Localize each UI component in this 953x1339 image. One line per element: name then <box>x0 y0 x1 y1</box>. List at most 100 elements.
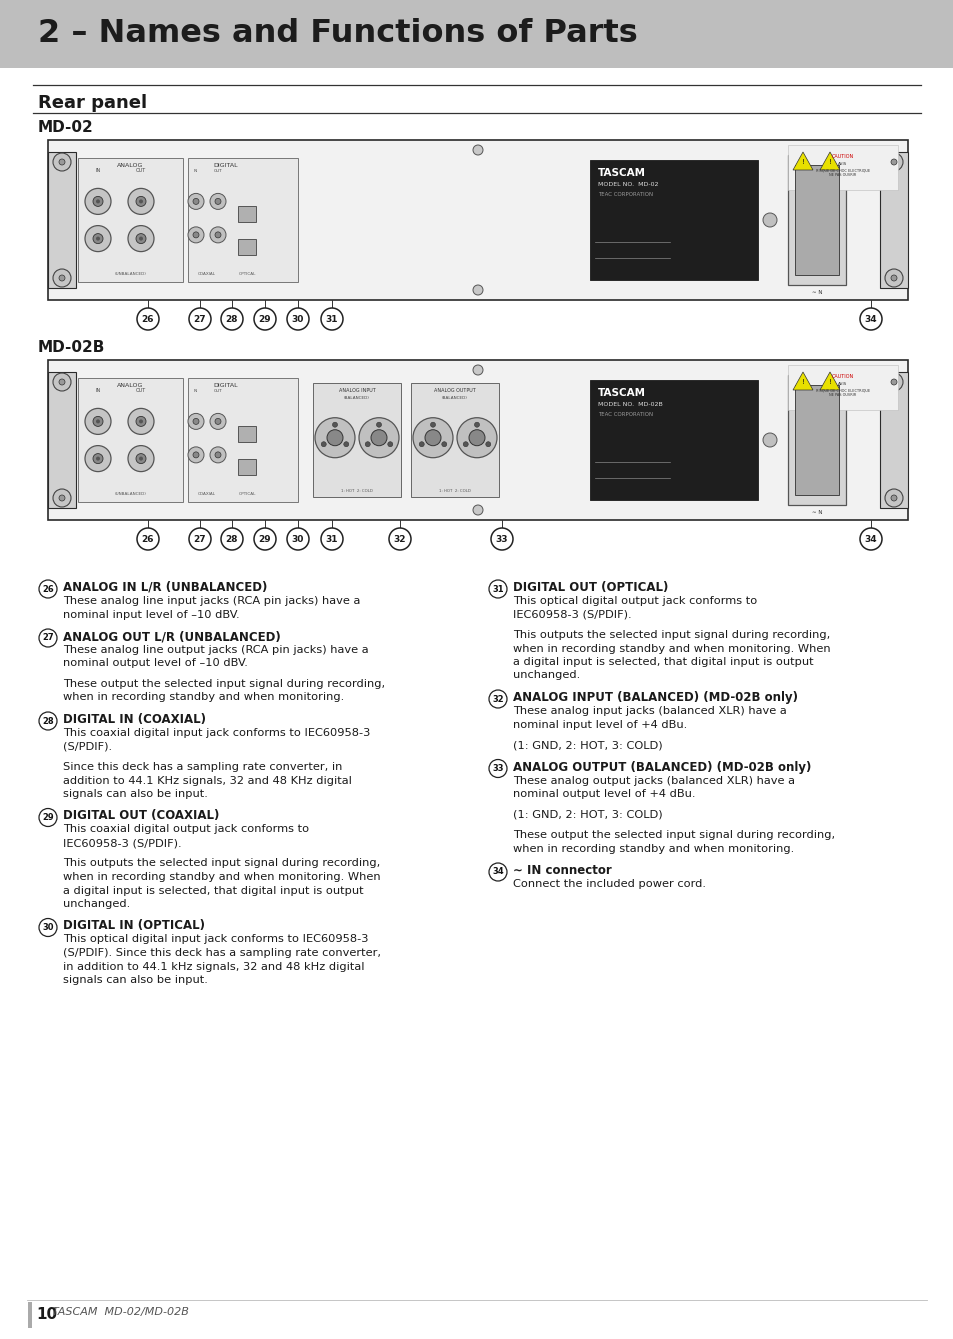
Circle shape <box>287 308 309 329</box>
Circle shape <box>59 274 65 281</box>
Circle shape <box>441 442 446 447</box>
Circle shape <box>92 233 103 244</box>
Text: ANALOG OUT L/R (UNBALANCED): ANALOG OUT L/R (UNBALANCED) <box>63 631 280 643</box>
Text: OUT: OUT <box>135 167 146 173</box>
Circle shape <box>128 408 153 434</box>
Circle shape <box>59 379 65 386</box>
Text: Since this deck has a sampling rate converter, in: Since this deck has a sampling rate conv… <box>63 762 342 773</box>
Circle shape <box>92 454 103 463</box>
Text: ANALOG OUTPUT (BALANCED) (MD-02B only): ANALOG OUTPUT (BALANCED) (MD-02B only) <box>513 761 810 774</box>
Text: 27: 27 <box>42 633 53 643</box>
Text: ∼ N: ∼ N <box>811 291 821 295</box>
Text: 32: 32 <box>492 695 503 703</box>
Text: in addition to 44.1 kHz signals, 32 and 48 kHz digital: in addition to 44.1 kHz signals, 32 and … <box>63 961 364 972</box>
Circle shape <box>890 495 896 501</box>
Circle shape <box>762 213 776 228</box>
Circle shape <box>221 308 243 329</box>
Bar <box>787 366 897 410</box>
Text: (UNBALANCED): (UNBALANCED) <box>114 272 146 276</box>
Bar <box>313 383 400 497</box>
Text: ANALOG OUTPUT: ANALOG OUTPUT <box>434 388 476 394</box>
Circle shape <box>128 225 153 252</box>
Text: NE PAS OUVRIR: NE PAS OUVRIR <box>828 394 856 396</box>
Text: nominal output level of +4 dBu.: nominal output level of +4 dBu. <box>513 789 695 799</box>
Circle shape <box>463 442 468 447</box>
Text: This coaxial digital input jack conforms to IEC60958-3: This coaxial digital input jack conforms… <box>63 728 370 738</box>
Text: TASCAM: TASCAM <box>598 167 645 178</box>
Circle shape <box>128 189 153 214</box>
Text: TASCAM  MD-02/MD-02B: TASCAM MD-02/MD-02B <box>52 1307 189 1318</box>
Text: 29: 29 <box>258 315 271 324</box>
Text: MODEL NO.  MD-02B: MODEL NO. MD-02B <box>598 402 662 407</box>
Circle shape <box>489 580 506 599</box>
Circle shape <box>188 414 204 430</box>
Text: 2 – Names and Functions of Parts: 2 – Names and Functions of Parts <box>38 19 638 50</box>
Text: 32: 32 <box>394 534 406 544</box>
Text: DIGITAL OUT (COAXIAL): DIGITAL OUT (COAXIAL) <box>63 810 219 822</box>
Text: IN: IN <box>193 390 198 394</box>
Circle shape <box>253 308 275 329</box>
Circle shape <box>189 528 211 550</box>
Text: (BALANCED): (BALANCED) <box>344 396 370 400</box>
Bar <box>411 383 498 497</box>
Text: 29: 29 <box>258 534 271 544</box>
Text: 26: 26 <box>142 534 154 544</box>
Circle shape <box>859 528 882 550</box>
Circle shape <box>39 919 57 936</box>
Text: DIGITAL IN (COAXIAL): DIGITAL IN (COAXIAL) <box>63 712 206 726</box>
Bar <box>879 153 907 288</box>
Circle shape <box>85 189 111 214</box>
Text: unchanged.: unchanged. <box>63 898 131 909</box>
Circle shape <box>210 447 226 463</box>
Circle shape <box>473 145 482 155</box>
Text: !: ! <box>828 159 831 165</box>
Circle shape <box>376 422 381 427</box>
Bar <box>237 459 255 475</box>
Text: when in recording standby and when monitoring.: when in recording standby and when monit… <box>513 844 794 853</box>
Circle shape <box>96 457 100 461</box>
Circle shape <box>214 418 221 424</box>
Circle shape <box>474 422 479 427</box>
Text: ANALOG: ANALOG <box>117 383 144 388</box>
Text: ANALOG IN L/R (UNBALANCED): ANALOG IN L/R (UNBALANCED) <box>63 581 267 595</box>
Circle shape <box>188 226 204 242</box>
Circle shape <box>39 629 57 647</box>
Circle shape <box>890 274 896 281</box>
Circle shape <box>188 193 204 209</box>
Text: DIGITAL: DIGITAL <box>213 383 238 388</box>
Circle shape <box>210 193 226 209</box>
Text: OPTICAL: OPTICAL <box>238 491 255 495</box>
Circle shape <box>413 418 453 458</box>
Bar <box>879 372 907 507</box>
Circle shape <box>96 237 100 241</box>
Circle shape <box>884 153 902 171</box>
Text: 27: 27 <box>193 534 206 544</box>
Text: when in recording standby and when monitoring.: when in recording standby and when monit… <box>63 692 344 703</box>
Text: !: ! <box>801 379 803 386</box>
Text: Connect the included power cord.: Connect the included power cord. <box>513 878 705 889</box>
Circle shape <box>424 430 440 446</box>
Bar <box>48 141 907 300</box>
Text: 1: HOT  2: COLD: 1: HOT 2: COLD <box>438 489 471 493</box>
Text: This optical digital output jack conforms to: This optical digital output jack conform… <box>513 596 757 607</box>
Circle shape <box>884 269 902 287</box>
Bar <box>787 375 845 505</box>
Text: This optical digital input jack conforms to IEC60958-3: This optical digital input jack conforms… <box>63 935 368 944</box>
Bar <box>0 0 953 68</box>
Text: 26: 26 <box>142 315 154 324</box>
Text: CAUTION: CAUTION <box>831 374 853 379</box>
Bar <box>589 159 758 280</box>
Text: RISQUE DE CHOC ELECTRIQUE: RISQUE DE CHOC ELECTRIQUE <box>815 167 869 171</box>
Circle shape <box>884 374 902 391</box>
Circle shape <box>85 225 111 252</box>
Circle shape <box>53 489 71 507</box>
Text: ∼ N: ∼ N <box>811 510 821 516</box>
Text: nominal input level of –10 dBV.: nominal input level of –10 dBV. <box>63 609 239 620</box>
Circle shape <box>859 308 882 329</box>
Text: DIGITAL OUT (OPTICAL): DIGITAL OUT (OPTICAL) <box>513 581 668 595</box>
Text: ANALOG INPUT (BALANCED) (MD-02B only): ANALOG INPUT (BALANCED) (MD-02B only) <box>513 691 797 704</box>
Text: DIGITAL IN (OPTICAL): DIGITAL IN (OPTICAL) <box>63 920 205 932</box>
Text: IN: IN <box>193 169 198 173</box>
Circle shape <box>221 528 243 550</box>
Text: nominal input level of +4 dBu.: nominal input level of +4 dBu. <box>513 719 686 730</box>
